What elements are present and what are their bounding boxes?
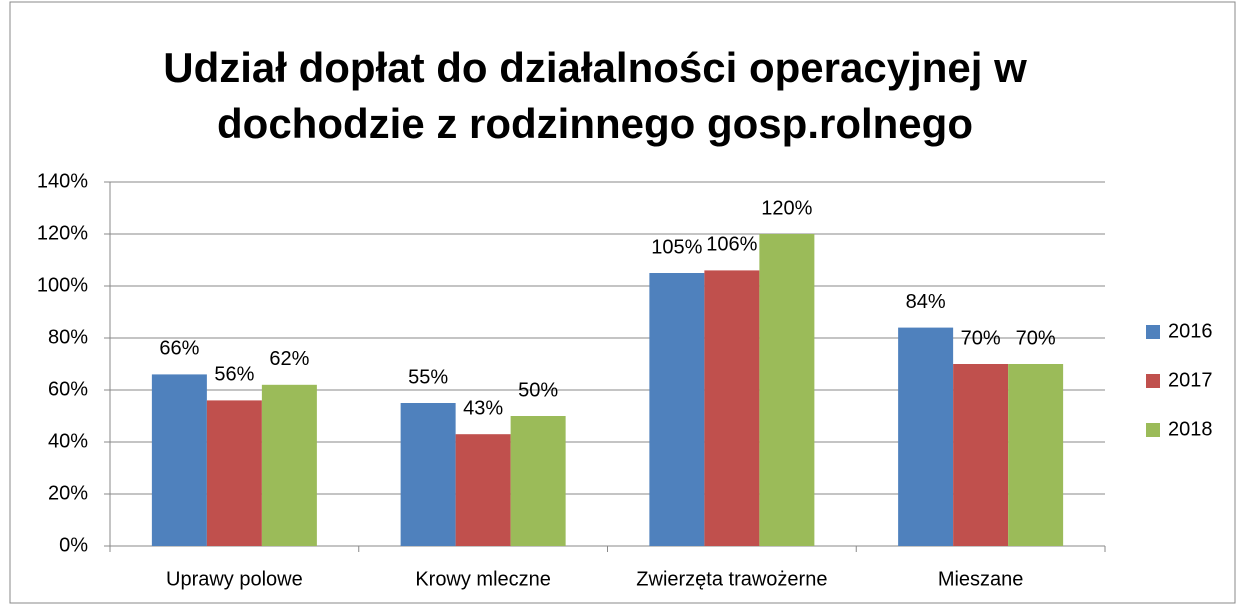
- bar: [953, 364, 1009, 546]
- data-label: 70%: [1016, 327, 1056, 349]
- bar: [759, 234, 815, 546]
- data-label: 62%: [269, 348, 309, 370]
- bar: [704, 270, 760, 546]
- legend-label: 2018: [1168, 418, 1213, 440]
- bar: [1008, 364, 1064, 546]
- legend-label: 2017: [1168, 369, 1213, 391]
- data-label: 56%: [214, 364, 254, 386]
- x-tick-label: Mieszane: [938, 568, 1024, 590]
- data-label: 84%: [906, 291, 946, 313]
- legend-swatch: [1146, 374, 1160, 388]
- chart-title: Udział dopłat do działalności operacyjne…: [163, 44, 1027, 147]
- y-tick-label: 140%: [37, 170, 88, 192]
- bar: [400, 403, 456, 546]
- y-tick-label: 120%: [37, 222, 88, 244]
- y-tick-label: 100%: [37, 274, 88, 296]
- bar: [261, 384, 317, 546]
- y-tick-label: 80%: [48, 326, 88, 348]
- x-tick-label: Zwierzęta trawożerne: [636, 568, 827, 590]
- legend-swatch: [1146, 423, 1160, 437]
- y-tick-label: 0%: [59, 534, 88, 556]
- data-label: 43%: [463, 397, 503, 419]
- y-tick-label: 20%: [48, 482, 88, 504]
- bar: [510, 416, 566, 546]
- bar: [455, 434, 511, 546]
- data-label: 66%: [159, 338, 199, 360]
- bar: [151, 374, 207, 546]
- y-tick-label: 60%: [48, 378, 88, 400]
- data-label: 106%: [706, 234, 757, 256]
- legend-swatch: [1146, 325, 1160, 339]
- data-label: 105%: [651, 236, 702, 258]
- bar: [649, 273, 705, 546]
- data-label: 120%: [761, 197, 812, 219]
- bar: [206, 400, 262, 546]
- x-tick-label: Uprawy polowe: [166, 568, 303, 590]
- bar: [898, 327, 954, 546]
- legend-label: 2016: [1168, 320, 1213, 342]
- data-label: 50%: [518, 379, 558, 401]
- x-tick-label: Krowy mleczne: [415, 568, 551, 590]
- data-label: 70%: [961, 327, 1001, 349]
- y-tick-label: 40%: [48, 430, 88, 452]
- data-label: 55%: [408, 366, 448, 388]
